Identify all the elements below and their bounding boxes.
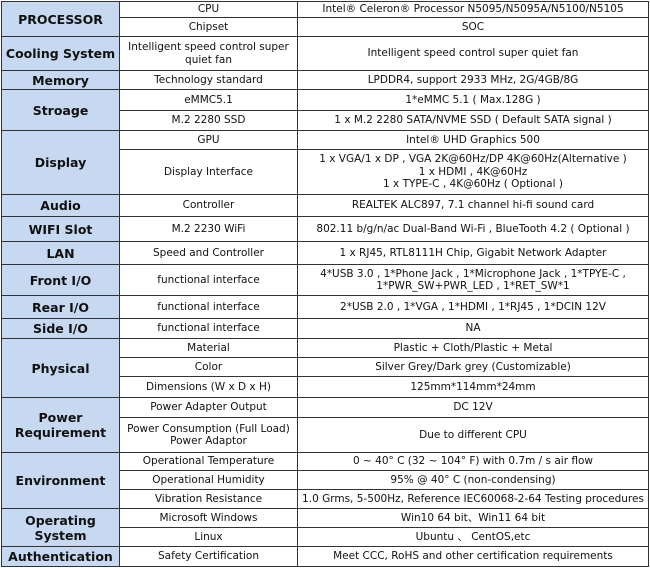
spec-value: Silver Grey/Dark grey (Customizable) <box>297 357 649 377</box>
spec-item: M.2 2280 SSD <box>119 110 298 131</box>
spec-row: Rear I/O functional interface 2*USB 2.0 , … <box>1 295 649 319</box>
spec-item: Power Consumption (Full Load) Power Adap… <box>119 417 298 453</box>
spec-item: eMMC5.1 <box>119 89 298 111</box>
spec-row: WIFI Slot M.2 2230 WiFi 802.11 b/g/n/ac Du… <box>1 216 649 242</box>
spec-value: 1 x VGA/1 x DP , VGA 2K@60Hz/DP 4K@60Hz(… <box>297 149 649 195</box>
spec-value: Ubuntu 、 CentOS,etc <box>297 527 649 547</box>
category-label: WIFI Slot <box>1 216 120 242</box>
spec-item: M.2 2230 WiFi <box>119 216 298 242</box>
category-label: PROCESSOR <box>1 1 120 37</box>
spec-item: Linux <box>119 527 298 547</box>
spec-row: Display Interface 1 x VGA/1 x DP , VGA 2K… <box>2 149 649 195</box>
spec-item: Microsoft Windows <box>119 508 298 528</box>
spec-row: Stroage eMMC5.1 1*eMMC 5.1 ( Max.128G ) <box>1 89 649 131</box>
spec-item: functional interface <box>119 295 298 319</box>
spec-row: PROCESSOR CPU Intel® Celeron® Processor N5… <box>1 1 649 37</box>
spec-item: Dimensions (W x D x H) <box>119 376 298 398</box>
spec-value: DC 12V <box>297 397 649 418</box>
spec-row: Dimensions (W x D x H) 125mm*114mm*24mm <box>2 376 649 398</box>
spec-value: Due to different CPU <box>297 417 649 453</box>
spec-value: NA <box>297 318 649 339</box>
category-label: Operating System <box>1 508 120 547</box>
category-label: Authentication <box>1 546 120 567</box>
spec-value: 1 x RJ45, RTL8111H Chip, Gigabit Network… <box>297 241 649 265</box>
spec-item: Technology standard <box>119 70 298 90</box>
category-label: Audio <box>1 194 120 217</box>
category-label: Side I/O <box>1 318 120 339</box>
spec-value: 802.11 b/g/n/ac Dual-Band Wi-Fi , BlueTo… <box>297 216 649 242</box>
spec-item: Safety Certification <box>119 546 298 567</box>
spec-item: functional interface <box>119 264 298 296</box>
spec-item: GPU <box>119 130 298 150</box>
category-label: Environment <box>1 452 120 509</box>
category-label: Front I/O <box>1 264 120 296</box>
spec-row: Physical Material Plastic + Cloth/Plastic … <box>1 338 649 398</box>
category-label: Display <box>1 130 120 195</box>
spec-value: 4*USB 3.0 , 1*Phone Jack , 1*Microphone … <box>297 264 649 296</box>
spec-item: Operational Humidity <box>119 470 298 490</box>
category-label: Memory <box>1 70 120 90</box>
spec-item: Color <box>119 357 298 377</box>
spec-item: Operational Temperature <box>119 452 298 471</box>
category-label: Cooling System <box>1 36 120 71</box>
spec-row: Side I/O functional interface NA <box>1 318 649 339</box>
spec-item: Display Interface <box>119 149 298 195</box>
spec-item: Controller <box>119 194 298 217</box>
spec-value: LPDDR4, support 2933 MHz, 2G/4GB/8G <box>297 70 649 90</box>
spec-value: Intel® Celeron® Processor N5095/N5095A/N… <box>297 1 649 18</box>
spec-row: Cooling System Intelligent speed control … <box>1 36 649 71</box>
spec-row: Audio Controller REALTEK ALC897, 7.1 chann… <box>1 194 649 217</box>
spec-row: Vibration Resistance 1.0 Grms, 5-500Hz, R… <box>2 489 649 509</box>
spec-row: Environment Operational Temperature 0 ~ 40… <box>1 452 649 509</box>
spec-value: 1 x M.2 2280 SATA/NVME SSD ( Default SAT… <box>297 110 649 131</box>
spec-value: Plastic + Cloth/Plastic + Metal <box>297 338 649 358</box>
spec-row: Front I/O functional interface 4*USB 3.0 ,… <box>1 264 649 296</box>
spec-value: 2*USB 2.0 , 1*VGA , 1*HDMI , 1*RJ45 , 1*… <box>297 295 649 319</box>
spec-value: REALTEK ALC897, 7.1 channel hi-fi sound … <box>297 194 649 217</box>
spec-item: functional interface <box>119 318 298 339</box>
spec-item: Power Adapter Output <box>119 397 298 418</box>
spec-item: Speed and Controller <box>119 241 298 265</box>
category-label: LAN <box>1 241 120 265</box>
spec-row: Display GPU Intel® UHD Graphics 500 <box>1 130 649 195</box>
spec-item: CPU <box>119 1 298 18</box>
spec-row: Operating System Microsoft Windows Win10 6… <box>1 508 649 547</box>
spec-value: Intelligent speed control super quiet fa… <box>297 36 649 71</box>
spec-item: Vibration Resistance <box>119 489 298 509</box>
spec-value: SOC <box>297 17 649 37</box>
spec-value: 1*eMMC 5.1 ( Max.128G ) <box>297 89 649 111</box>
spec-row: Power Requirement Power Adapter Output DC … <box>1 397 649 453</box>
category-label: Stroage <box>1 89 120 131</box>
category-label: Physical <box>1 338 120 398</box>
spec-item: Chipset <box>119 17 298 37</box>
spec-row: Memory Technology standard LPDDR4, support… <box>1 70 649 90</box>
spec-value: 95% @ 40° C (non-condensing) <box>297 470 649 490</box>
spec-row: Color Silver Grey/Dark grey (Customizable… <box>2 357 649 377</box>
spec-value: 0 ~ 40° C (32 ~ 104° F) with 0.7m / s ai… <box>297 452 649 471</box>
category-label: Rear I/O <box>1 295 120 319</box>
spec-value: Win10 64 bit、Win11 64 bit <box>297 508 649 528</box>
spec-item: Material <box>119 338 298 358</box>
spec-row: LAN Speed and Controller 1 x RJ45, RTL8111… <box>1 241 649 265</box>
spec-value: 125mm*114mm*24mm <box>297 376 649 398</box>
spec-row: Authentication Safety Certification Meet C… <box>1 546 649 567</box>
spec-value: 1.0 Grms, 5-500Hz, Reference IEC60068-2-… <box>297 489 649 509</box>
spec-item: Intelligent speed control super quiet fa… <box>119 36 298 71</box>
spec-value: Meet CCC, RoHS and other certification r… <box>297 546 649 567</box>
category-label: Power Requirement <box>1 397 120 453</box>
spec-value: Intel® UHD Graphics 500 <box>297 130 649 150</box>
